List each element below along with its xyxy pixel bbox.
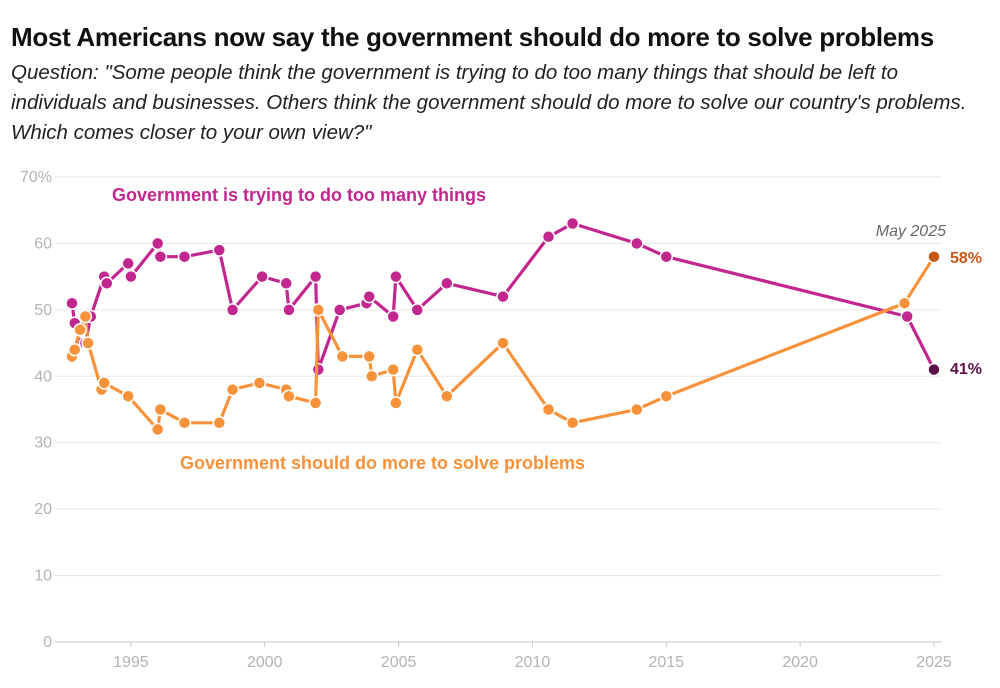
data-point-do-more-20 xyxy=(365,369,379,384)
data-point-too-many-6 xyxy=(100,276,114,291)
data-point-do-more-31 xyxy=(927,249,941,264)
data-point-do-more-12 xyxy=(225,382,240,397)
y-tick-label-10: 10 xyxy=(34,568,52,585)
end-label-do-more: 58% xyxy=(950,250,982,267)
y-tick-label-50: 50 xyxy=(34,302,52,319)
data-point-do-more-17 xyxy=(311,303,326,317)
data-point-too-many-30 xyxy=(659,249,674,264)
data-point-do-more-25 xyxy=(496,336,510,350)
x-tick-label-2010: 2010 xyxy=(515,654,551,671)
data-point-too-many-12 xyxy=(212,243,227,257)
data-point-too-many-25 xyxy=(440,276,454,291)
data-point-too-many-14 xyxy=(255,269,269,284)
data-point-too-many-18 xyxy=(311,362,326,377)
data-point-too-many-23 xyxy=(389,269,403,284)
data-point-do-more-16 xyxy=(308,396,323,410)
data-point-do-more-13 xyxy=(252,376,267,390)
data-point-do-more-28 xyxy=(630,402,644,417)
data-point-too-many-9 xyxy=(150,236,165,251)
x-tick-label-2000: 2000 xyxy=(247,654,283,671)
data-point-too-many-27 xyxy=(541,230,556,244)
data-point-do-more-3 xyxy=(78,309,93,324)
x-tick-label-2015: 2015 xyxy=(648,654,684,671)
data-point-too-many-11 xyxy=(177,249,192,264)
data-point-too-many-29 xyxy=(630,236,644,251)
chart-title: Most Americans now say the government sh… xyxy=(11,22,934,52)
data-point-do-more-4 xyxy=(81,336,95,350)
y-tick-label-20: 20 xyxy=(34,501,52,518)
y-tick-label-30: 30 xyxy=(34,435,52,452)
series-too-many xyxy=(65,216,941,377)
x-tick-label-1995: 1995 xyxy=(113,654,149,671)
data-point-too-many-24 xyxy=(410,303,425,317)
series-label-too-many: Government is trying to do too many thin… xyxy=(112,185,486,205)
data-point-too-many-10 xyxy=(153,249,168,264)
x-tick-label-2005: 2005 xyxy=(381,654,417,671)
data-point-do-more-6 xyxy=(97,376,111,390)
chart-subtitle: Question: "Some people think the governm… xyxy=(11,61,967,144)
data-point-do-more-24 xyxy=(440,389,454,403)
data-point-do-more-26 xyxy=(541,402,556,417)
data-point-too-many-8 xyxy=(124,269,138,284)
data-point-too-many-7 xyxy=(121,256,135,271)
data-point-too-many-15 xyxy=(279,276,293,291)
annotation-may-2025: May 2025 xyxy=(876,223,946,240)
data-point-do-more-30 xyxy=(897,296,912,310)
data-point-do-more-22 xyxy=(389,396,403,410)
data-point-do-more-7 xyxy=(121,389,135,403)
x-tick-label-2025: 2025 xyxy=(916,654,952,671)
x-tick-label-2020: 2020 xyxy=(782,654,818,671)
data-point-do-more-19 xyxy=(362,349,376,364)
data-point-do-more-23 xyxy=(410,342,425,357)
data-point-do-more-15 xyxy=(282,389,296,403)
data-point-too-many-22 xyxy=(386,309,400,324)
data-point-do-more-1 xyxy=(67,342,82,357)
y-tick-label-60: 60 xyxy=(34,235,52,252)
data-point-too-many-0 xyxy=(65,296,79,310)
data-point-do-more-18 xyxy=(335,349,350,364)
data-point-too-many-16 xyxy=(282,303,296,317)
data-point-do-more-9 xyxy=(153,402,168,417)
data-point-too-many-26 xyxy=(496,289,510,304)
data-point-too-many-31 xyxy=(900,309,914,324)
data-point-too-many-32 xyxy=(927,362,941,377)
data-point-do-more-10 xyxy=(177,416,192,430)
data-point-do-more-2 xyxy=(73,323,87,337)
data-point-too-many-19 xyxy=(332,303,347,317)
data-point-too-many-17 xyxy=(308,269,323,284)
data-point-do-more-27 xyxy=(565,416,580,430)
data-point-do-more-8 xyxy=(150,422,165,437)
data-point-do-more-11 xyxy=(212,416,227,430)
x-axis: 1995 2000 2005 2010 2015 2020 2025 xyxy=(113,642,952,671)
series-do-more xyxy=(65,249,941,437)
data-point-too-many-28 xyxy=(565,216,580,231)
data-point-do-more-21 xyxy=(386,362,400,377)
end-label-too-many: 41% xyxy=(950,361,982,378)
data-point-do-more-29 xyxy=(659,389,674,403)
series-label-do-more: Government should do more to solve probl… xyxy=(180,453,585,473)
y-tick-label-70: 70% xyxy=(20,169,52,186)
y-tick-label-0: 0 xyxy=(43,634,52,651)
chart-grid: 0 10 20 30 40 50 60 70% xyxy=(20,169,942,651)
y-tick-label-40: 40 xyxy=(34,368,52,385)
data-point-too-many-21 xyxy=(362,289,376,304)
series-layer xyxy=(65,216,941,437)
data-point-too-many-13 xyxy=(225,303,240,317)
